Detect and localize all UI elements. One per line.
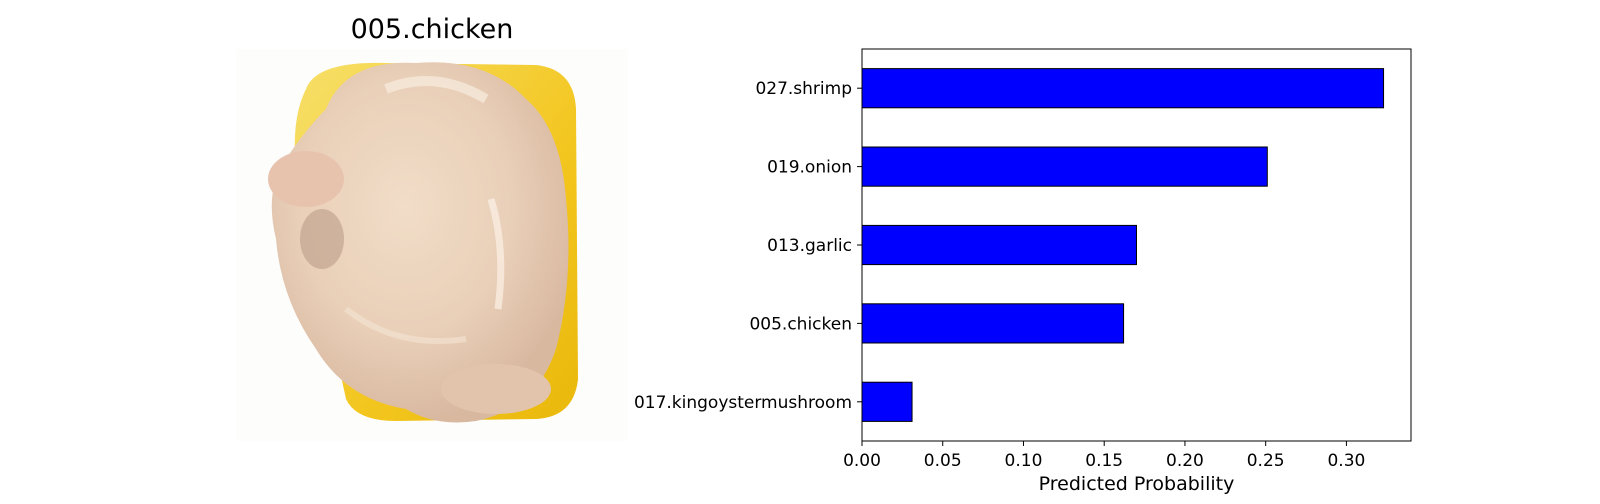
x-tick-label: 0.25 bbox=[1247, 451, 1285, 471]
chicken-photo bbox=[236, 49, 628, 441]
bar-013.garlic bbox=[861, 224, 1137, 266]
y-tick-label: 017.kingoystermushroom bbox=[634, 393, 852, 413]
chicken-body bbox=[271, 62, 569, 423]
x-tick-label: 0.00 bbox=[843, 451, 881, 471]
y-tick-label: 027.shrimp bbox=[755, 79, 852, 99]
x-tick-label: 0.10 bbox=[1005, 451, 1043, 471]
chicken-illustration bbox=[236, 49, 628, 441]
bars-layer bbox=[861, 68, 1385, 422]
x-tick-label: 0.05 bbox=[924, 451, 962, 471]
bar-005.chicken bbox=[861, 303, 1125, 344]
x-tick-label: 0.15 bbox=[1085, 451, 1123, 471]
x-axis-label: Predicted Probability bbox=[1039, 473, 1235, 495]
image-panel: 005.chicken bbox=[236, 0, 628, 450]
bar-019.onion bbox=[861, 146, 1268, 187]
y-axis: 027.shrimp 019.onion 013.garlic 005.chicken… bbox=[634, 79, 862, 413]
y-tick-label: 019.onion bbox=[767, 158, 852, 178]
y-tick-label: 005.chicken bbox=[749, 314, 852, 334]
y-tick-label: 013.garlic bbox=[767, 236, 852, 256]
x-axis: 0.00 0.05 0.10 0.15 0.20 0.25 0.30 bbox=[843, 441, 1365, 471]
x-tick-label: 0.20 bbox=[1166, 451, 1204, 471]
bar-027.shrimp bbox=[861, 68, 1385, 109]
bar-017.kingoystermushroom bbox=[861, 381, 913, 422]
x-tick-label: 0.30 bbox=[1327, 451, 1365, 471]
image-title: 005.chicken bbox=[350, 14, 514, 45]
